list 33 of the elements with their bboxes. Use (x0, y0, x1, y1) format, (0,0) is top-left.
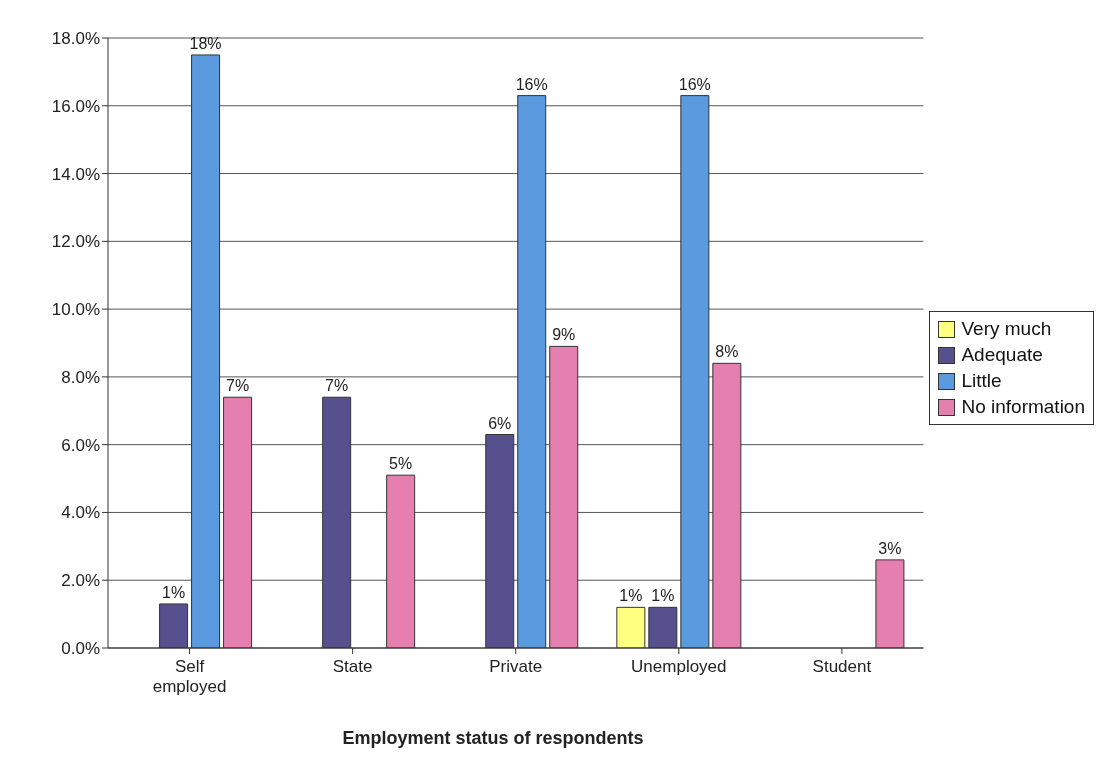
legend-label: No information (961, 395, 1085, 419)
data-label: 7% (325, 377, 349, 395)
x-tick-label: Private (489, 657, 543, 676)
legend-label: Very much (961, 317, 1052, 341)
y-tick-label: 12.0% (51, 232, 100, 252)
data-label: 18% (189, 34, 222, 52)
data-label: 1% (651, 587, 675, 605)
y-tick-label: 0.0% (61, 639, 100, 659)
x-axis-title: Employment status of respondents (341, 728, 645, 749)
y-tick-label: 4.0% (61, 503, 100, 523)
data-label: 16% (515, 75, 548, 93)
y-tick-label: 18.0% (51, 29, 100, 49)
data-label: 6% (488, 414, 512, 432)
y-tick-label: 16.0% (51, 96, 100, 116)
data-label: 8% (715, 343, 739, 361)
data-label: 1% (619, 587, 643, 605)
data-label: 1% (162, 583, 186, 601)
data-label: 9% (552, 326, 576, 344)
y-tick-label: 8.0% (61, 367, 100, 387)
x-tick-label: Self employed (152, 657, 227, 696)
data-label: 7% (226, 377, 250, 395)
y-tick-label: 10.0% (51, 300, 100, 320)
data-label: 5% (389, 455, 413, 473)
x-tick-label: Unemployed (631, 657, 727, 676)
legend-label: Adequate (961, 343, 1043, 367)
y-tick-label: 14.0% (51, 164, 100, 184)
y-tick-label: 6.0% (61, 435, 100, 455)
data-label: 16% (678, 75, 711, 93)
data-label: 3% (878, 539, 902, 557)
legend-label: Little (961, 369, 1002, 393)
x-tick-label: Student (812, 657, 872, 676)
x-tick-label: State (332, 657, 373, 676)
y-tick-label: 2.0% (61, 571, 100, 591)
